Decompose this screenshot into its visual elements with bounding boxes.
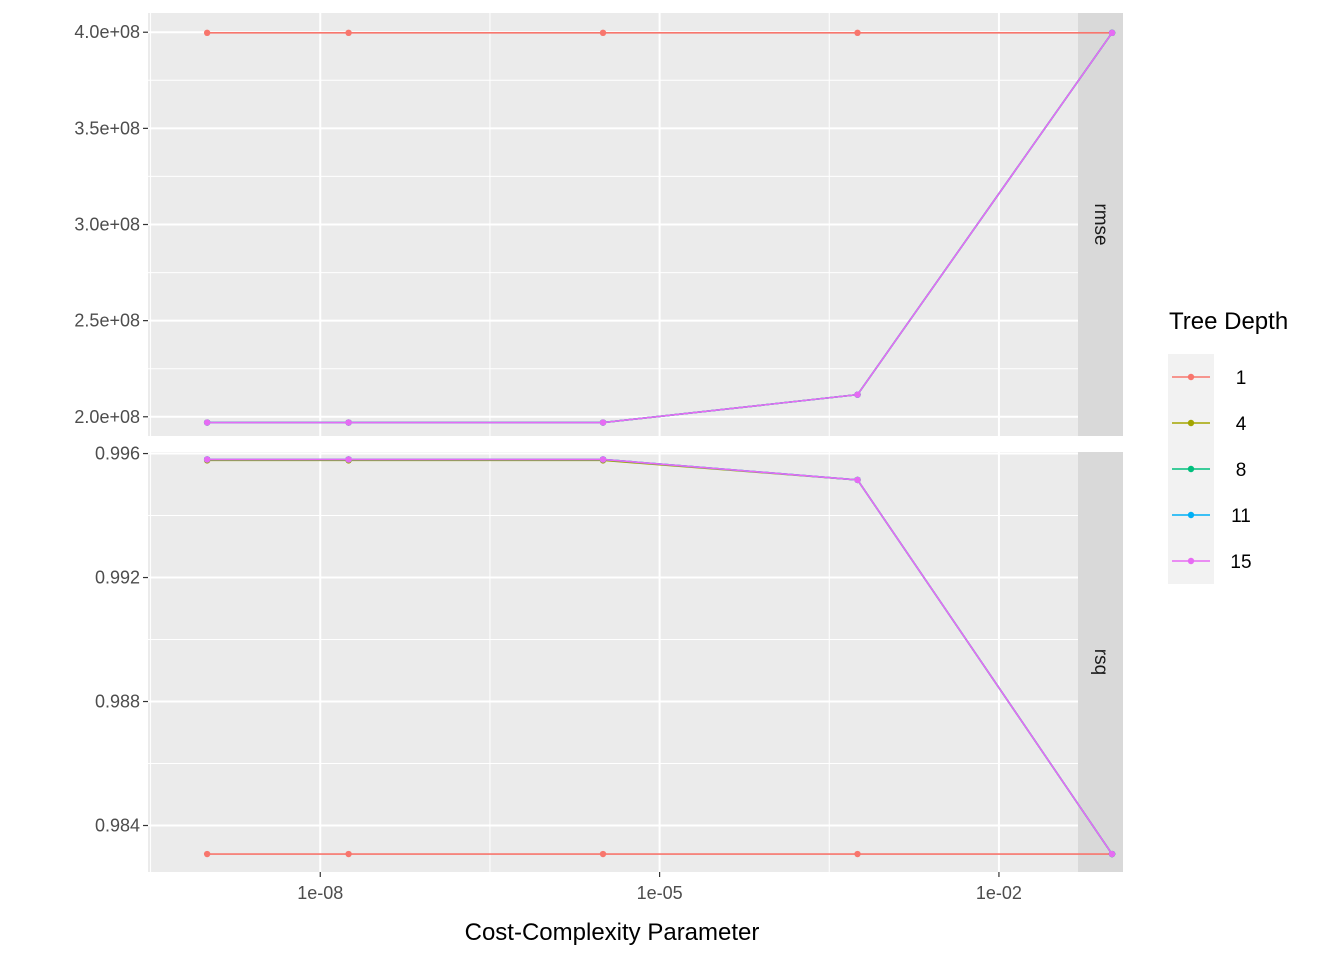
y-tick-label: 2.5e+08: [74, 311, 140, 331]
legend-label: 8: [1236, 460, 1247, 481]
facet-panels: 2.0e+08 2.5e+08 3.0e+08 3.5e+08 4.0e+08 rmse 0…: [74, 13, 1123, 903]
data-point: [203, 29, 211, 37]
data-point: [203, 456, 211, 463]
data-point: [1108, 29, 1116, 37]
facet-strip-label: rsq: [1090, 649, 1111, 675]
panel-rmse: 2.0e+08 2.5e+08 3.0e+08 3.5e+08 4.0e+08 rmse: [74, 13, 1123, 436]
x-axis-title: Cost-Complexity Parameter: [465, 919, 760, 946]
legend-entry-4: 4: [1168, 400, 1247, 446]
y-tick-label: 3.0e+08: [74, 215, 140, 235]
data-point: [203, 850, 211, 858]
data-point: [854, 476, 861, 484]
legend-key-point: [1187, 373, 1195, 381]
y-tick-label: 3.5e+08: [74, 118, 140, 138]
data-point: [345, 850, 352, 858]
legend-key-point: [1187, 419, 1195, 427]
data-point: [599, 29, 607, 37]
legend-entry-15: 15: [1168, 538, 1252, 584]
x-tick-label: 1e-02: [976, 883, 1022, 903]
y-tick-label: 4.0e+08: [74, 22, 140, 42]
legend-entry-8: 8: [1168, 446, 1246, 492]
legend-entry-11: 11: [1168, 492, 1251, 538]
data-point: [599, 850, 607, 858]
data-point: [599, 456, 607, 463]
legend-title: Tree Depth: [1169, 308, 1288, 335]
x-tick-label: 1e-05: [637, 883, 683, 903]
legend-label: 11: [1231, 506, 1251, 527]
legend-entry-1: 1: [1168, 354, 1246, 400]
y-tick-label: 0.984: [95, 816, 140, 836]
legend-key-point: [1187, 557, 1195, 565]
series-depth-15: [203, 456, 1116, 858]
data-point: [345, 29, 352, 37]
y-tick-label: 0.988: [95, 692, 140, 712]
x-tick-label: 1e-08: [297, 883, 343, 903]
data-point: [854, 29, 861, 37]
panel-rsq: 0.984 0.988 0.992 0.996 rsq 1e-08 1e-05 1e-02: [95, 444, 1123, 903]
data-point: [203, 419, 211, 426]
facet-strip: [1078, 452, 1123, 872]
facet-strip: [1078, 13, 1123, 436]
legend-key-point: [1187, 465, 1195, 473]
panel-background: [148, 452, 1078, 872]
legend-key-point: [1187, 511, 1195, 519]
data-point: [345, 419, 352, 426]
facet-strip-label: rmse: [1090, 203, 1111, 245]
data-point: [854, 850, 861, 858]
legend-label: 1: [1236, 368, 1247, 389]
y-tick-label: 0.996: [95, 444, 140, 464]
legend: Tree Depth 1 4 8 11 15: [1168, 308, 1288, 584]
legend-label: 15: [1230, 552, 1251, 573]
y-tick-label: 2.0e+08: [74, 407, 140, 427]
legend-label: 4: [1236, 414, 1247, 435]
data-point: [854, 391, 861, 398]
data-point: [345, 456, 352, 463]
data-point: [599, 419, 607, 426]
y-tick-label: 0.992: [95, 568, 140, 588]
data-point: [1108, 850, 1116, 858]
series-depth-1: [203, 29, 1116, 37]
series-depth-15: [203, 29, 1116, 426]
